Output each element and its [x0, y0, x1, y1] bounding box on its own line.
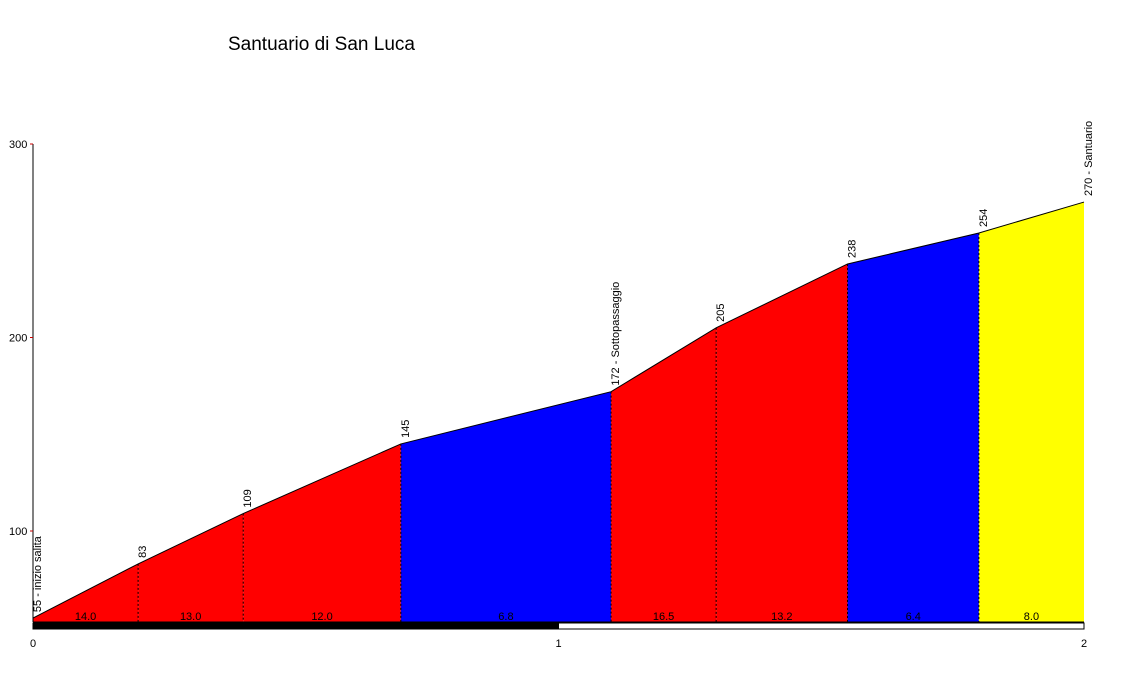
gradient-segment — [847, 233, 979, 622]
elevation-label: 254 — [978, 209, 990, 227]
gradient-segment — [33, 563, 139, 622]
y-tick-label: 200 — [9, 333, 27, 345]
gradient-segment — [400, 391, 612, 622]
gradient-label: 6.8 — [498, 611, 513, 623]
scale-bar-block — [558, 622, 1085, 630]
gradient-label: 14.0 — [75, 611, 96, 623]
y-axis-ticks: 100 200 300 — [9, 139, 33, 538]
segment-dividers — [137, 233, 980, 622]
gradient-segment — [138, 513, 244, 622]
elevation-label: 55 - inizio salita — [32, 535, 44, 612]
elevation-labels: 55 - inizio salita 83 109 145 172 - Sottopas… — [32, 121, 1095, 612]
profile-line — [32, 201, 1085, 619]
x-tick-label: 2 — [1081, 638, 1087, 650]
elevation-label: 145 — [400, 420, 412, 438]
x-tick-label: 1 — [555, 638, 561, 650]
gradient-segment — [716, 263, 848, 622]
gradient-label: 13.2 — [771, 611, 792, 623]
x-tick-label: 0 — [30, 638, 36, 650]
chart-title: Santuario di San Luca — [228, 34, 415, 55]
elevation-label: 83 — [137, 546, 149, 558]
distance-scale-bar — [32, 622, 1085, 630]
gradient-segment — [978, 202, 1084, 623]
elevation-label: 205 — [715, 303, 727, 321]
gradient-label: 8.0 — [1024, 611, 1039, 623]
gradient-segments — [33, 202, 1084, 623]
elevation-label: 109 — [242, 489, 254, 507]
gradient-segment — [611, 327, 717, 622]
gradient-labels: 14.0 13.0 12.0 6.8 16.5 13.2 6.4 8.0 — [75, 611, 1039, 623]
profile-outline — [32, 201, 1085, 619]
gradient-label: 13.0 — [180, 611, 201, 623]
gradient-label: 12.0 — [311, 611, 332, 623]
elevation-label: 238 — [847, 240, 859, 258]
elevation-label: 172 - Sottopassaggio — [610, 282, 622, 386]
gradient-segment — [243, 443, 401, 622]
y-tick-label: 300 — [9, 139, 27, 151]
elevation-label: 270 - Santuario — [1083, 121, 1095, 196]
axes — [32, 144, 1084, 623]
gradient-label: 16.5 — [653, 611, 674, 623]
scale-bar-block — [32, 622, 559, 630]
y-tick-label: 100 — [9, 526, 27, 538]
gradient-label: 6.4 — [906, 611, 921, 623]
x-axis-ticks: 0 1 2 — [30, 638, 1087, 650]
